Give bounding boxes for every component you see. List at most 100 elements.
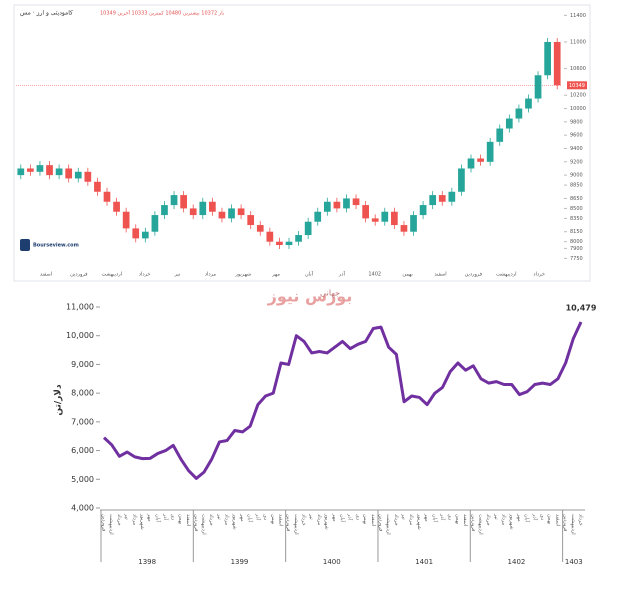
y-tick-label: 5,000 — [71, 475, 94, 484]
y-tick-label: 9200 — [570, 159, 583, 165]
candle-body — [438, 195, 446, 202]
y-tick-label: 10,000 — [66, 331, 94, 340]
x-tick-label: شهریور — [139, 513, 145, 530]
candle-body — [295, 235, 302, 242]
x-tick-label: مرداد — [408, 514, 414, 526]
candle-body — [161, 205, 168, 216]
x-tick-label: خرداد — [116, 514, 122, 526]
candle-body — [55, 168, 63, 176]
candle-body — [199, 201, 207, 216]
x-tick-label: فروردین — [562, 514, 568, 532]
candle-body — [352, 198, 360, 206]
x-tick-label: تیر — [493, 513, 499, 520]
candle-body — [113, 201, 120, 212]
y-tick-label: 10000 — [570, 106, 586, 112]
y-tick-label: 8,000 — [71, 389, 94, 398]
candle-body — [103, 191, 111, 202]
candle-body — [534, 75, 542, 99]
y-tick-label: 7,000 — [71, 417, 94, 426]
x-tick-label: اسفند — [434, 272, 446, 278]
x-tick-label: مرداد — [205, 272, 217, 278]
year-label: 1399 — [231, 558, 249, 566]
symbol: کامودیتی و ارز · مس — [20, 10, 73, 17]
x-tick-label: آذر — [347, 513, 354, 521]
candle-body — [209, 201, 216, 212]
y-tick-label: 11000 — [570, 39, 586, 45]
x-tick-label: مرداد — [131, 514, 137, 526]
y-tick-label: 9400 — [570, 146, 583, 152]
y-tick-label: 9600 — [570, 133, 583, 139]
y-tick-label: 4,000 — [71, 504, 94, 513]
ohlc: باز 10372 بیشترین 10480 کمترین 10333 آخر… — [100, 10, 224, 17]
x-tick-label: اردیبهشت — [101, 272, 122, 278]
candle-body — [304, 221, 312, 236]
y-tick-label: 10200 — [570, 93, 586, 99]
candle-body — [180, 195, 187, 209]
year-label: 1402 — [508, 558, 526, 566]
x-tick-label: تیر — [401, 513, 407, 520]
candle-body — [419, 205, 427, 216]
x-tick-label: آذر — [338, 271, 346, 278]
x-tick-label: مرداد — [316, 514, 322, 526]
x-tick-label: تیر — [216, 513, 222, 520]
x-tick-label: آذر — [162, 513, 169, 521]
candle-body — [27, 168, 34, 172]
candle-body — [36, 165, 44, 172]
x-tick-label: اردیبهشت — [385, 514, 391, 535]
x-tick-label: بهمن — [362, 514, 368, 524]
candle-body — [410, 215, 417, 232]
x-tick-label: اسفند — [370, 514, 376, 526]
x-tick-label: خرداد — [578, 514, 584, 526]
candle-body — [381, 211, 389, 222]
candle-body — [515, 108, 523, 119]
x-tick-label: شهریور — [234, 272, 251, 278]
x-tick-label: دی — [447, 514, 453, 520]
x-tick-label: بهمن — [177, 514, 183, 524]
candle-body — [247, 215, 255, 226]
x-tick-label: فروردین — [285, 514, 291, 532]
y-tick-label: 8000 — [570, 239, 583, 245]
candle-body — [276, 241, 283, 246]
x-tick-label: اردیبهشت — [570, 514, 576, 535]
x-tick-label: اسفند — [277, 514, 283, 526]
logo-icon — [20, 239, 30, 251]
candle-body — [458, 168, 465, 192]
candle-body — [544, 41, 551, 76]
y-tick-label: 7900 — [570, 246, 583, 252]
x-tick-label: تیر — [124, 513, 130, 520]
x-tick-label: مهر — [239, 513, 245, 522]
x-tick-label: فروردین — [193, 514, 199, 532]
logo: بورس نیوز — [267, 287, 353, 306]
candle-body — [151, 215, 159, 232]
candle-body — [94, 181, 101, 192]
candle-body — [237, 208, 245, 216]
x-tick-label: بهمن — [454, 514, 460, 524]
x-tick-label: آبان — [339, 514, 346, 523]
candle-body — [553, 41, 561, 86]
x-tick-label: اسفند — [40, 272, 52, 278]
y-tick-label: 11,000 — [66, 303, 94, 312]
candle-body — [343, 198, 350, 209]
x-tick-label: فروردین — [70, 272, 88, 278]
candle-body — [266, 231, 274, 242]
x-tick-label: فروردین — [465, 272, 483, 278]
x-tick-label: اردیبهشت — [108, 514, 114, 535]
y-tick-label: 9800 — [570, 119, 583, 125]
candle-body — [486, 141, 494, 162]
candle-body — [323, 201, 331, 212]
x-tick-label: بهمن — [547, 514, 553, 524]
x-tick-label: خرداد — [139, 272, 151, 278]
x-tick-label: آبان — [431, 514, 438, 523]
candle-body — [189, 208, 197, 216]
candle-body — [391, 211, 398, 226]
x-tick-label: آبان — [154, 514, 161, 523]
x-tick-label: شهریور — [416, 513, 422, 530]
x-tick-label: آبان — [524, 514, 531, 523]
candle-body — [525, 98, 532, 109]
y-tick-label: 8150 — [570, 229, 583, 235]
candle-body — [132, 228, 140, 239]
line-series — [102, 321, 583, 480]
candle-body — [84, 171, 92, 182]
